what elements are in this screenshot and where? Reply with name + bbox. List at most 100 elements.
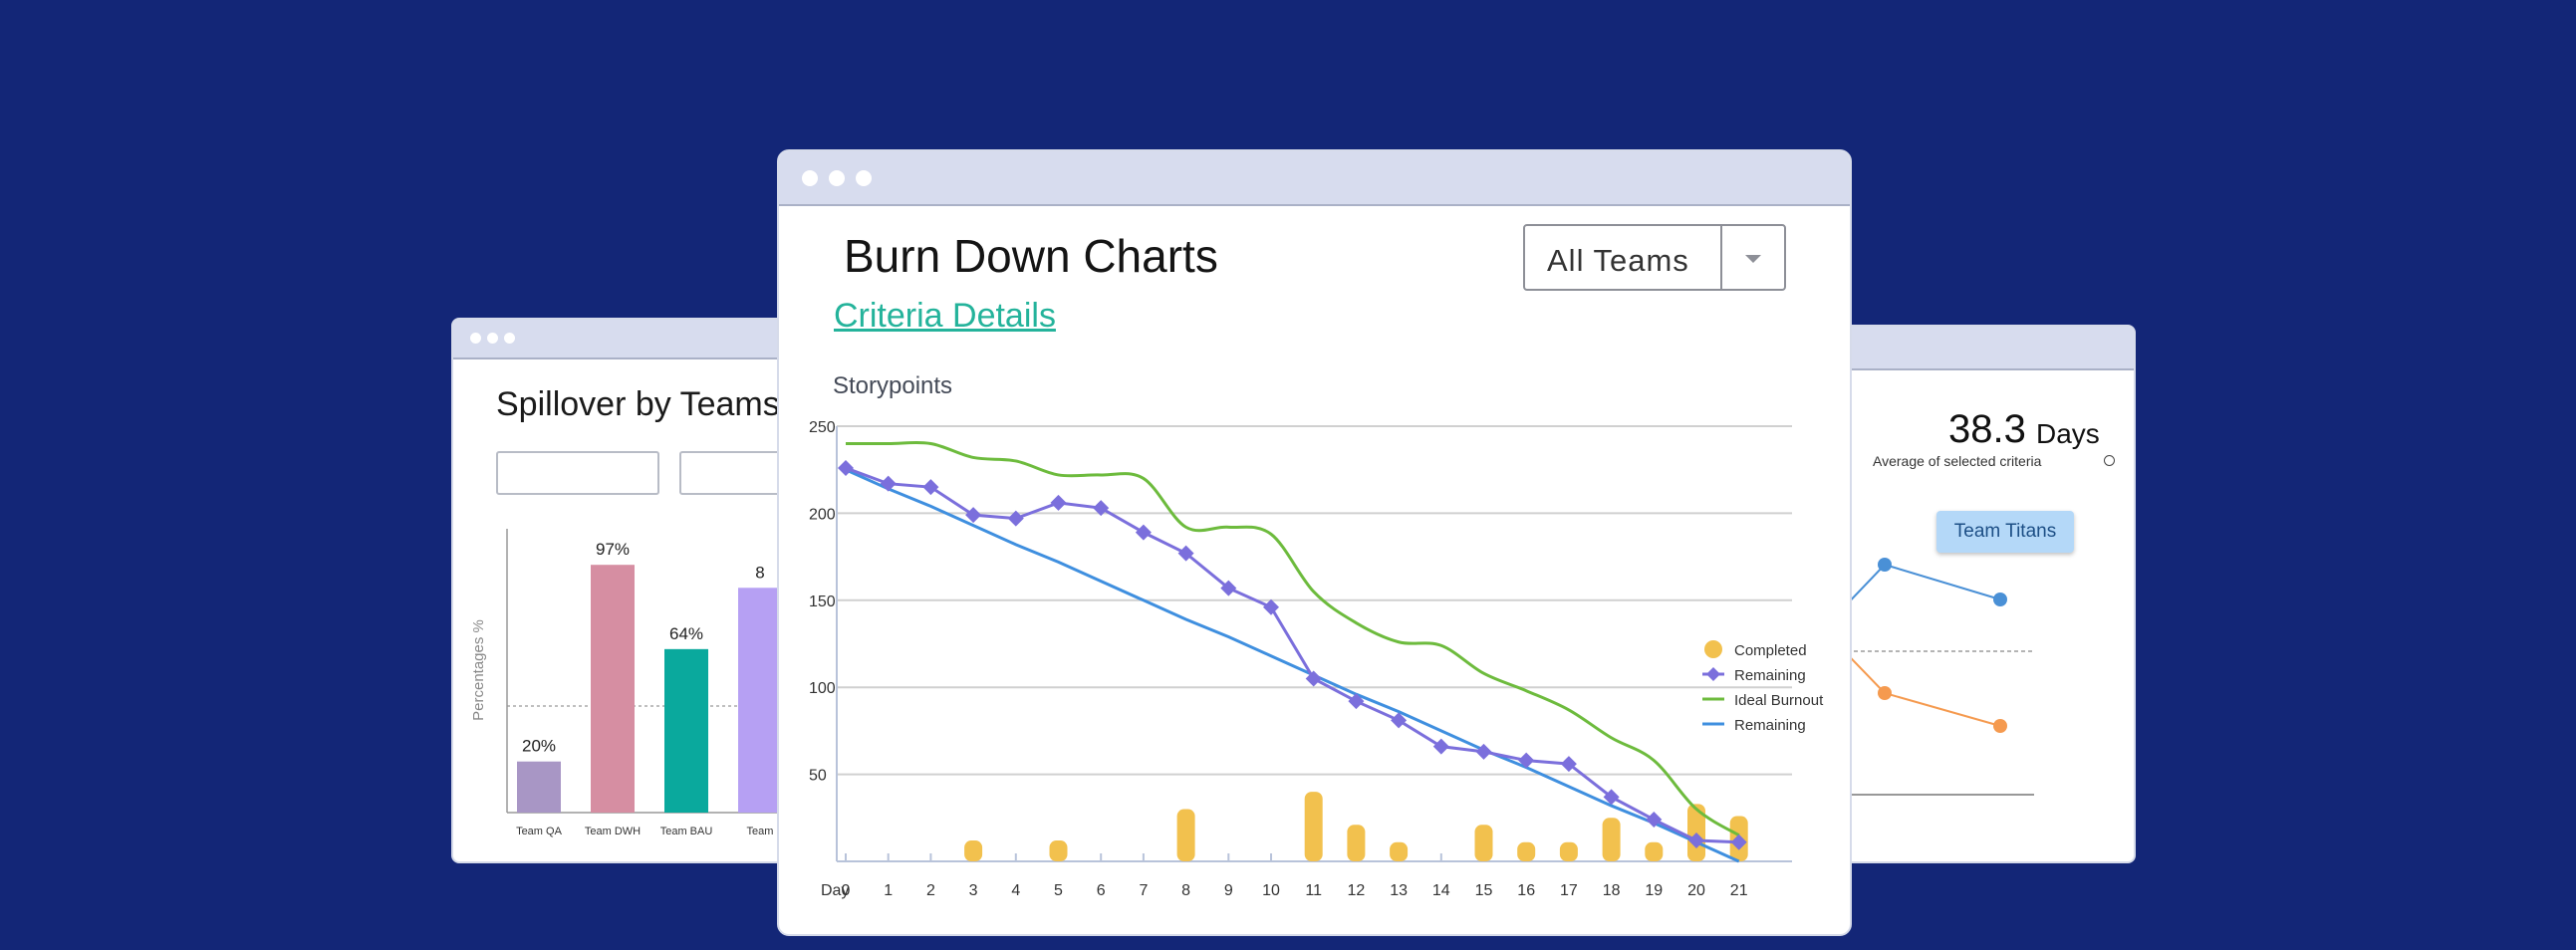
x-axis-title: Day (821, 882, 849, 899)
blue-series-point[interactable] (1878, 558, 1892, 572)
spillover-bar-label: 97% (596, 540, 630, 559)
x-tick-label: 11 (1305, 882, 1322, 899)
x-tick-label: 7 (1139, 882, 1148, 899)
completed-bar[interactable] (1474, 825, 1493, 861)
x-tick-label: 12 (1348, 882, 1366, 899)
x-tick-label: 18 (1603, 882, 1621, 899)
remaining-point[interactable] (838, 459, 854, 476)
spillover-bar-label: 20% (522, 737, 556, 756)
orange-series-point[interactable] (1878, 686, 1892, 700)
orange-series-point[interactable] (1993, 719, 2007, 733)
remaining-point[interactable] (1688, 832, 1704, 849)
completed-bar[interactable] (964, 840, 983, 861)
x-tick-label: 5 (1054, 882, 1063, 899)
days-value: 38.3 (1948, 407, 2026, 451)
filter-select[interactable] (496, 451, 659, 495)
x-tick-label: 1 (884, 882, 893, 899)
remaining-point[interactable] (1348, 693, 1365, 710)
ideal-burnout-line (845, 440, 1740, 837)
x-tick-label: 4 (1011, 882, 1020, 899)
x-tick-label: 2 (926, 882, 935, 899)
window-titlebar (1805, 327, 2134, 370)
days-line-chart (1805, 558, 2034, 796)
x-tick-label: 3 (969, 882, 978, 899)
spillover-bar-label: 8 (755, 563, 764, 582)
window-dot-icon (802, 170, 818, 186)
remaining-point[interactable] (1646, 812, 1663, 829)
page-title: Burn Down Charts (844, 230, 1218, 282)
completed-bar[interactable] (1347, 825, 1366, 861)
x-tick-label: 0 (842, 882, 851, 899)
spillover-window: Spillover by Teams Percentages % 20% Team… (451, 318, 814, 863)
spillover-bar[interactable] (738, 588, 782, 813)
window-titlebar (453, 320, 812, 359)
completed-bar[interactable] (1304, 792, 1323, 861)
x-tick-label: 6 (1097, 882, 1106, 899)
spillover-bar[interactable] (664, 648, 708, 813)
spillover-bar[interactable] (591, 565, 635, 813)
criteria-details-link[interactable]: Criteria Details (834, 297, 1056, 335)
spillover-bar-label: 64% (669, 624, 703, 643)
average-subtitle: Average of selected criteria (1873, 453, 2042, 469)
team-select-value: All Teams (1547, 243, 1689, 278)
legend-label: Completed (1734, 642, 1807, 659)
x-tick-label: 10 (1262, 882, 1280, 899)
team-select[interactable]: All Teams (1523, 224, 1786, 291)
completed-bar[interactable] (1176, 809, 1195, 861)
remaining-point[interactable] (1475, 743, 1492, 760)
remaining-point[interactable] (1560, 756, 1577, 773)
x-tick-label: 9 (1224, 882, 1233, 899)
remaining-point[interactable] (880, 475, 897, 492)
spillover-bar[interactable] (517, 761, 561, 813)
spillover-team-label: Team DWH (585, 826, 641, 837)
days-unit: Days (2036, 418, 2100, 449)
window-dot-icon (504, 333, 515, 344)
y-tick-label: 150 (809, 594, 836, 610)
completed-bar[interactable] (1390, 841, 1409, 861)
x-tick-label: 8 (1181, 882, 1190, 899)
remaining-point[interactable] (922, 479, 939, 496)
x-tick-label: 16 (1517, 882, 1535, 899)
legend-label: Remaining (1734, 667, 1806, 684)
dropdown-divider (1720, 226, 1722, 289)
blue-series-point[interactable] (1993, 593, 2007, 606)
remaining-point[interactable] (1518, 752, 1535, 769)
window-dot-icon (856, 170, 872, 186)
burn-down-window: Burn Down Charts Criteria Details All Te… (777, 149, 1852, 936)
chevron-down-icon[interactable] (1738, 243, 1768, 273)
days-window: 38.3 Days Average of selected criteria T… (1803, 325, 2136, 863)
completed-bar[interactable] (1559, 841, 1578, 861)
remaining-trend-line (845, 468, 1740, 863)
remaining-point[interactable] (1305, 670, 1322, 687)
info-icon[interactable] (2104, 455, 2115, 466)
y-tick-label: 250 (809, 419, 836, 436)
x-tick-label: 17 (1560, 882, 1578, 899)
remaining-point[interactable] (1177, 545, 1194, 562)
spillover-team-label: Team (747, 826, 774, 837)
remaining-point[interactable] (1391, 712, 1408, 729)
legend-completed-swatch (1704, 640, 1722, 658)
window-dot-icon (829, 170, 845, 186)
completed-bar[interactable] (1049, 840, 1068, 861)
x-tick-label: 19 (1645, 882, 1663, 899)
team-tooltip: Team Titans (1936, 511, 2074, 553)
completed-bar[interactable] (1517, 841, 1536, 861)
remaining-point[interactable] (1432, 738, 1449, 755)
completed-bar[interactable] (1645, 841, 1664, 861)
remaining-point[interactable] (1263, 598, 1279, 615)
remaining-point[interactable] (1730, 833, 1747, 850)
legend-label: Remaining (1734, 717, 1806, 734)
remaining-point[interactable] (1093, 500, 1110, 517)
remaining-point[interactable] (965, 507, 982, 524)
y-tick-label: 100 (809, 680, 836, 697)
remaining-line (845, 466, 1739, 844)
remaining-point[interactable] (1050, 494, 1067, 511)
spillover-team-label: Team QA (516, 826, 563, 837)
remaining-point[interactable] (1220, 580, 1237, 596)
remaining-point[interactable] (1135, 524, 1152, 541)
completed-bar[interactable] (1602, 818, 1621, 861)
spillover-title: Spillover by Teams (496, 385, 780, 423)
remaining-point[interactable] (1603, 789, 1620, 806)
x-tick-label: 14 (1432, 882, 1450, 899)
